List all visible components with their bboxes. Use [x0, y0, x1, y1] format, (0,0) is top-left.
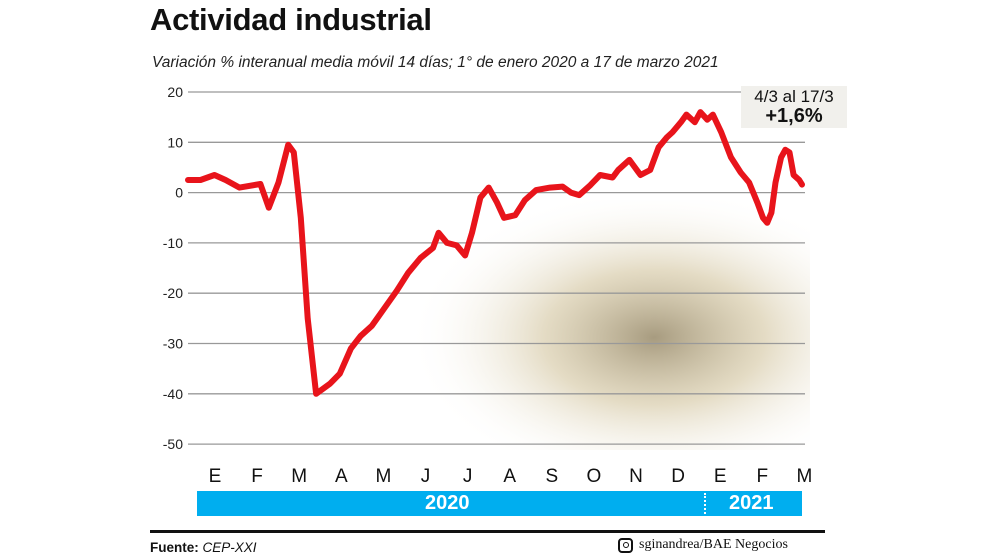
x-tick-label: A: [503, 466, 516, 487]
x-tick-label: S: [545, 466, 558, 487]
y-tick-label: -50: [163, 436, 183, 452]
x-tick-label: A: [335, 466, 348, 487]
x-tick-label: M: [796, 466, 812, 487]
source-note: Fuente: CEP-XXI: [150, 540, 257, 555]
x-tick-label: O: [587, 466, 602, 487]
x-tick-label: E: [714, 466, 727, 487]
x-tick-label: J: [463, 466, 473, 487]
annotation-value: +1,6%: [765, 105, 823, 127]
instagram-icon: [618, 537, 633, 553]
y-tick-label: 10: [167, 134, 183, 150]
y-tick-label: 20: [167, 84, 183, 100]
chart-subtitle: Variación % interanual media móvil 14 dí…: [152, 54, 719, 71]
industrial-photo-background: [400, 200, 810, 450]
y-tick-label: 0: [175, 185, 183, 201]
year-divider: [704, 493, 706, 514]
y-tick-label: -20: [163, 285, 183, 301]
x-tick-label: E: [209, 466, 222, 487]
x-tick-label: D: [671, 466, 685, 487]
annotation-period: 4/3 al 17/3: [754, 87, 834, 106]
y-tick-label: -30: [163, 336, 183, 352]
year-bar: 2020 2021: [197, 491, 802, 516]
year-label-2021: 2021: [729, 492, 774, 514]
y-tick-label: -40: [163, 386, 183, 402]
series-line: [185, 109, 805, 397]
x-tick-label: F: [251, 466, 263, 487]
x-tick-label: M: [291, 466, 307, 487]
year-label-2020: 2020: [425, 492, 470, 514]
source-label: Fuente:: [150, 540, 199, 555]
x-tick-label: N: [629, 466, 643, 487]
x-tick-label: F: [756, 466, 768, 487]
chart-title: Actividad industrial: [150, 2, 432, 37]
credit-text: sginandrea/BAE Negocios: [639, 537, 788, 552]
y-tick-label: -10: [163, 235, 183, 251]
x-tick-label: M: [375, 466, 391, 487]
footer-rule: [150, 530, 825, 533]
credit: sginandrea/BAE Negocios: [618, 537, 788, 553]
latest-value-annotation: 4/3 al 17/3 +1,6%: [741, 86, 847, 128]
source-name: CEP-XXI: [202, 540, 257, 555]
x-tick-label: J: [421, 466, 431, 487]
